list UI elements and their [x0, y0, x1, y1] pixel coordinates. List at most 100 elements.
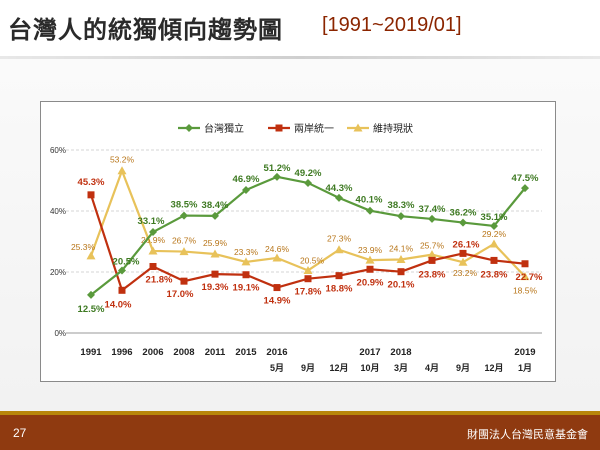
- data-point-independence: [459, 218, 467, 227]
- data-label-status_quo: 26.7%: [172, 236, 197, 246]
- x-tick-label: 2018: [390, 347, 411, 358]
- data-point-status_quo: [334, 245, 344, 254]
- data-point-unification: [428, 256, 436, 264]
- data-point-independence: [521, 184, 529, 193]
- page-number: 27: [13, 426, 27, 440]
- data-point-independence: [428, 214, 436, 223]
- data-label-unification: 14.9%: [264, 296, 291, 307]
- data-point-status_quo: [427, 250, 437, 259]
- data-point-status_quo: [520, 272, 530, 281]
- data-label-independence: 38.4%: [202, 200, 229, 211]
- data-point-unification: [521, 260, 529, 268]
- data-point-unification: [87, 191, 95, 199]
- data-point-status_quo: [179, 247, 189, 256]
- slide-title: 台灣人的統獨傾向趨勢圖: [8, 16, 283, 44]
- legend-marker-unification: [275, 124, 283, 132]
- data-label-unification: 23.8%: [481, 269, 508, 280]
- data-label-unification: 22.7%: [516, 272, 543, 283]
- x-tick-label: 2019: [514, 347, 535, 358]
- data-label-status_quo: 20.5%: [300, 255, 325, 265]
- data-point-independence: [87, 290, 95, 299]
- data-label-independence: 49.2%: [295, 168, 322, 179]
- data-point-independence: [366, 206, 374, 215]
- organization-name: 財團法人台灣民意基金會: [467, 428, 588, 441]
- data-point-status_quo: [210, 249, 220, 258]
- x-tick-sublabel: 12月: [329, 363, 348, 373]
- data-point-status_quo: [489, 239, 499, 248]
- x-tick-label: 2008: [173, 347, 194, 358]
- data-label-unification: 19.3%: [202, 282, 229, 293]
- x-tick-label: 1996: [111, 347, 132, 358]
- data-point-independence: [490, 221, 498, 230]
- data-label-status_quo: 53.2%: [110, 155, 135, 165]
- slide-header: 台灣人的統獨傾向趨勢圖 [1991~2019/01]: [0, 0, 600, 58]
- data-point-unification: [366, 265, 374, 273]
- data-label-unification: 20.1%: [388, 280, 415, 291]
- data-label-independence: 33.1%: [138, 216, 165, 227]
- chart-frame: [40, 101, 556, 382]
- data-point-unification: [118, 286, 126, 294]
- data-point-independence: [149, 228, 157, 237]
- data-label-unification: 17.8%: [295, 287, 322, 298]
- y-tick-label: 40%: [50, 207, 66, 216]
- data-label-status_quo: 25.9%: [203, 238, 228, 248]
- data-label-unification: 18.8%: [326, 284, 353, 295]
- x-tick-label: 1991: [80, 347, 102, 358]
- data-point-status_quo: [86, 251, 96, 260]
- x-tick-sublabel: 12月: [484, 363, 503, 373]
- data-point-unification: [397, 268, 405, 276]
- x-tick-sublabel: 4月: [425, 363, 439, 373]
- data-label-independence: 46.9%: [233, 174, 260, 185]
- x-tick-sublabel: 3月: [394, 363, 408, 373]
- y-tick-label: 0%: [54, 329, 66, 338]
- data-label-independence: 44.3%: [326, 183, 353, 194]
- data-point-status_quo: [117, 166, 127, 175]
- data-label-status_quo: 24.6%: [265, 244, 290, 254]
- legend-label-unification: 兩岸統一: [294, 122, 334, 135]
- data-point-status_quo: [303, 265, 313, 274]
- data-point-independence: [273, 172, 281, 181]
- data-point-independence: [397, 212, 405, 221]
- data-point-status_quo: [458, 257, 468, 266]
- data-point-status_quo: [272, 253, 282, 262]
- data-label-status_quo: 18.5%: [513, 286, 538, 296]
- x-tick-label: 2017: [359, 347, 380, 358]
- data-point-independence: [118, 266, 126, 275]
- data-label-unification: 45.3%: [78, 177, 105, 188]
- data-label-unification: 20.9%: [357, 277, 384, 288]
- data-point-status_quo: [365, 255, 375, 264]
- legend-marker-independence: [185, 124, 193, 132]
- data-label-independence: 38.5%: [171, 200, 198, 211]
- x-tick-label: 2011: [205, 347, 226, 358]
- legend-marker-status_quo: [353, 123, 363, 132]
- x-tick-sublabel: 9月: [301, 363, 315, 373]
- data-label-unification: 26.1%: [453, 239, 480, 250]
- data-point-status_quo: [148, 246, 158, 255]
- data-label-independence: 51.2%: [264, 163, 291, 174]
- data-point-status_quo: [241, 257, 251, 266]
- x-tick-label: 2016: [266, 347, 287, 358]
- data-point-unification: [459, 249, 467, 257]
- data-point-independence: [304, 178, 312, 187]
- data-label-status_quo: 24.1%: [389, 243, 414, 253]
- data-label-independence: 20.5%: [113, 256, 140, 267]
- x-tick-label: 2015: [235, 347, 257, 358]
- data-label-status_quo: 29.2%: [482, 229, 507, 239]
- slide-date-range: [1991~2019/01]: [322, 14, 462, 36]
- data-point-status_quo: [396, 254, 406, 263]
- data-label-independence: 40.1%: [356, 195, 383, 206]
- data-point-unification: [490, 256, 498, 264]
- data-label-status_quo: 25.3%: [71, 242, 96, 252]
- data-label-status_quo: 25.7%: [420, 241, 445, 251]
- data-point-unification: [149, 263, 157, 271]
- footer-divider: [0, 411, 600, 415]
- data-point-independence: [180, 211, 188, 220]
- y-tick-label: 60%: [50, 146, 66, 155]
- data-label-independence: 12.5%: [78, 304, 105, 315]
- data-point-unification: [335, 272, 343, 280]
- title-divider: [0, 56, 600, 59]
- x-tick-sublabel: 5月: [270, 363, 284, 373]
- data-label-status_quo: 23.3%: [234, 247, 259, 257]
- data-point-unification: [242, 271, 250, 279]
